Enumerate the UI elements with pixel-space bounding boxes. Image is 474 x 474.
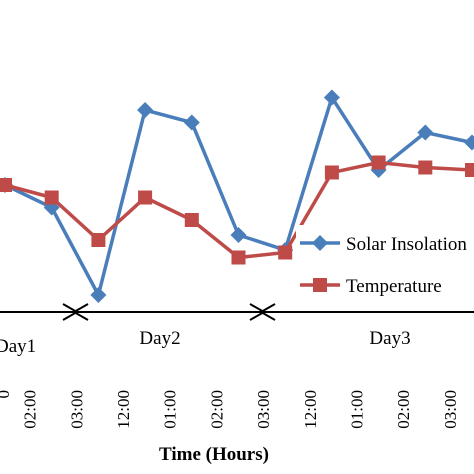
marker: [230, 227, 247, 243]
marker: [44, 190, 59, 205]
marker: [138, 190, 153, 205]
x-tick-label: 02:00: [394, 390, 413, 429]
marker: [418, 160, 433, 175]
x-tick-label: 01:00: [161, 390, 180, 429]
series-line: [4, 93, 473, 300]
x-tick-label: 03:00: [254, 390, 273, 429]
day-label: Day2: [139, 328, 180, 349]
marker: [231, 250, 246, 265]
marker: [312, 235, 328, 251]
legend-label: Temperature: [346, 276, 442, 297]
marker: [323, 89, 340, 106]
marker: [0, 178, 12, 192]
marker: [371, 155, 386, 170]
marker: [91, 233, 106, 247]
x-tick-label: 01:00: [348, 390, 367, 429]
marker: [465, 163, 474, 177]
marker: [278, 245, 293, 260]
marker: [324, 165, 339, 180]
x-tick-label: 02:00: [207, 390, 226, 429]
x-tick-label: 03:00: [441, 390, 460, 429]
marker: [137, 102, 154, 118]
marker: [313, 278, 327, 292]
x-tick-label: 02:00: [21, 390, 40, 429]
day-arrows: [62, 303, 276, 321]
marker: [184, 213, 199, 227]
x-tick-label: 0: [0, 390, 13, 399]
x-tick-label: 12:00: [114, 390, 133, 429]
marker: [417, 124, 434, 141]
x-tick-label: 12:00: [301, 390, 320, 429]
legend-label: Solar Insolation: [346, 234, 467, 255]
marker: [90, 287, 107, 303]
x-tick-label: 03:00: [67, 390, 86, 429]
day-label: Day1: [0, 336, 36, 357]
x-axis-title: Time (Hours): [159, 444, 269, 465]
marker: [464, 134, 474, 151]
day-label: Day3: [369, 328, 410, 349]
marker: [183, 114, 200, 131]
